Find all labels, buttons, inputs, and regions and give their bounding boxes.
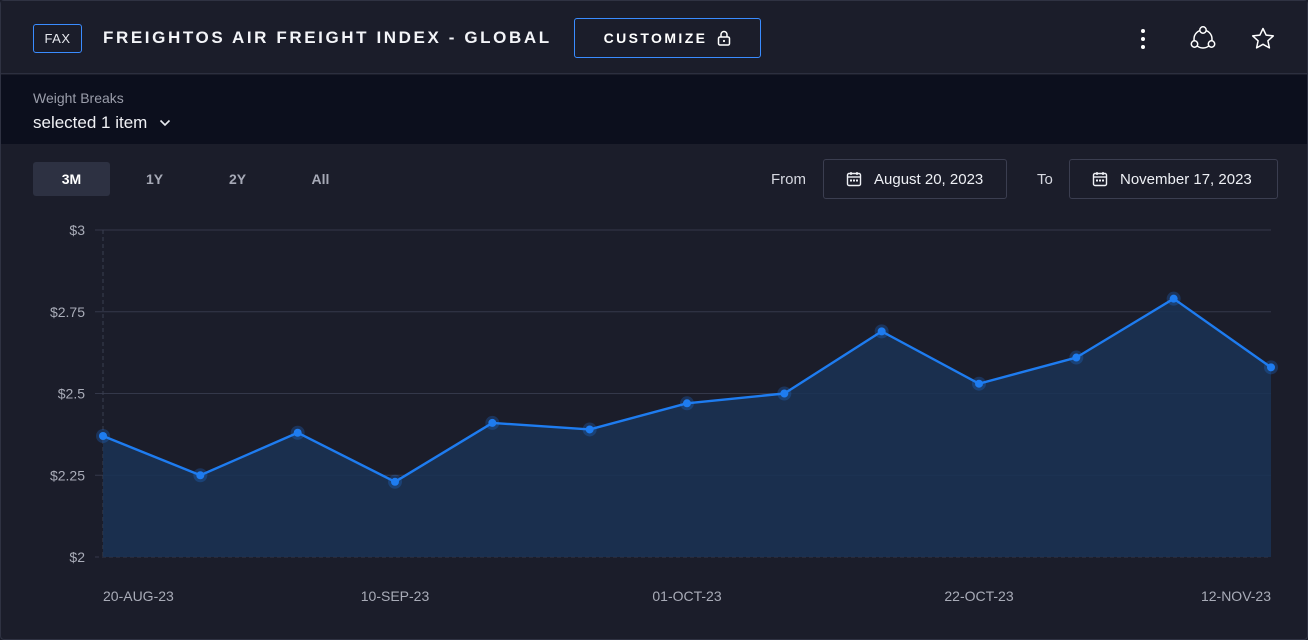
data-point (877, 327, 886, 336)
data-point-halo (680, 396, 694, 411)
to-date-value: November 17, 2023 (1120, 170, 1252, 188)
data-point-halo (777, 386, 792, 401)
data-point-halo (290, 425, 305, 440)
data-point-halo (388, 474, 402, 489)
weight-breaks-label: Weight Breaks (33, 90, 124, 106)
tab-2y[interactable]: 2Y (228, 171, 247, 187)
from-label: From (771, 171, 806, 188)
share-button[interactable] (1189, 25, 1217, 53)
lock-icon (718, 30, 731, 46)
more-options-button[interactable] (1129, 25, 1157, 53)
data-point (1267, 363, 1275, 372)
data-point (585, 425, 594, 434)
data-point (196, 471, 205, 480)
star-icon (1251, 27, 1275, 49)
share-network-icon (1190, 26, 1216, 49)
chevron-down-icon (160, 119, 171, 127)
series-line (102, 297, 1272, 483)
data-point-halo (193, 468, 208, 483)
x-tick-label: 22-OCT-23 (944, 588, 1013, 604)
tab-all[interactable]: All (311, 171, 330, 187)
widget-header: FAX FREIGHTOS AIR FREIGHT INDEX - GLOBAL… (1, 1, 1307, 74)
to-label: To (1037, 171, 1053, 188)
favorite-button[interactable] (1249, 25, 1277, 53)
widget-title: FREIGHTOS AIR FREIGHT INDEX - GLOBAL (103, 28, 552, 47)
data-point (683, 399, 691, 408)
series-area (103, 298, 1271, 557)
x-tick-label: 20-AUG-23 (103, 588, 174, 604)
weight-breaks-value: selected 1 item (33, 113, 148, 132)
data-point (391, 477, 399, 486)
y-tick-label: $2.25 (50, 467, 85, 483)
index-badge: FAX (33, 24, 82, 53)
data-point (1169, 294, 1178, 303)
customize-button[interactable]: CUSTOMIZE (574, 18, 761, 58)
data-point-halo (1069, 350, 1084, 365)
data-point (780, 389, 789, 398)
tab-1y[interactable]: 1Y (145, 171, 164, 187)
y-tick-label: $2.5 (58, 386, 85, 402)
from-date-picker[interactable]: August 20, 2023 (823, 159, 1007, 199)
data-point (975, 379, 983, 388)
more-vertical-icon (1141, 29, 1145, 49)
data-point-halo (485, 415, 500, 430)
from-date-value: August 20, 2023 (874, 170, 984, 188)
data-point-halo (96, 429, 110, 444)
x-tick-label: 12-NOV-23 (1201, 588, 1271, 604)
calendar-icon (1092, 172, 1108, 187)
data-point-halo (874, 324, 889, 339)
weight-breaks-filter: Weight Breaks selected 1 item (1, 75, 1307, 144)
data-point (99, 432, 107, 441)
data-point-halo (582, 422, 597, 437)
data-point (488, 418, 497, 427)
data-point-halo (972, 376, 986, 391)
customize-label: CUSTOMIZE (603, 30, 708, 46)
y-tick-label: $2.75 (50, 304, 85, 320)
calendar-icon (846, 172, 862, 187)
data-point (1072, 353, 1081, 362)
data-point (293, 428, 302, 437)
x-tick-label: 01-OCT-23 (652, 588, 721, 604)
data-point-halo (1264, 360, 1278, 375)
to-date-picker[interactable]: November 17, 2023 (1069, 159, 1278, 199)
range-tabs: 3M 1Y 2Y All (33, 162, 365, 196)
y-tick-label: $2 (69, 549, 85, 565)
y-tick-label: $3 (69, 222, 85, 238)
weight-breaks-select[interactable]: selected 1 item (33, 113, 171, 133)
tab-3m[interactable]: 3M (33, 162, 110, 196)
data-point-halo (1166, 291, 1181, 306)
x-tick-label: 10-SEP-23 (361, 588, 430, 604)
